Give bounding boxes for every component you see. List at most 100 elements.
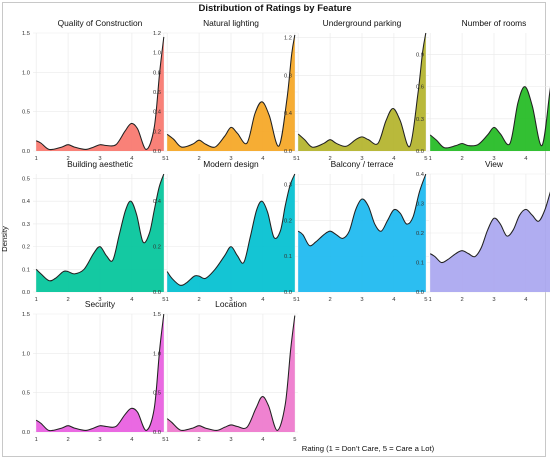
density-area — [167, 174, 295, 292]
y-tick-label: 0.1 — [416, 261, 424, 267]
panel-title-modern-design: Modern design — [203, 159, 259, 169]
x-tick-label: 3 — [360, 156, 363, 162]
y-tick-label: 1.0 — [22, 351, 30, 357]
y-tick-label: 0.4 — [153, 110, 162, 116]
density-line — [429, 191, 550, 264]
x-tick-label: 5 — [293, 156, 296, 162]
panel-location: Location 0.0 0.5 1.0 1.5 1 2 3 4 5 — [153, 299, 298, 443]
y-tick-label: 0.0 — [416, 149, 424, 155]
y-tick-label: 0.8 — [153, 70, 161, 76]
x-axis-title: Rating (1 = Don’t Care, 5 = Care a Lot) — [302, 444, 435, 453]
x-tick-label: 2 — [66, 297, 69, 303]
x-tick-label: 3 — [229, 297, 232, 303]
y-tick-label: 0.4 — [22, 199, 31, 205]
x-tick-label: 4 — [261, 297, 265, 303]
x-tick-label: 4 — [130, 437, 134, 443]
y-tick-label: 0.4 — [153, 199, 162, 205]
density-area — [36, 174, 164, 292]
x-tick-label: 3 — [229, 156, 232, 162]
y-tick-label: 0.6 — [153, 90, 161, 96]
x-tick-label: 4 — [130, 297, 134, 303]
x-tick-label: 1 — [35, 437, 38, 443]
panel-title-number-of-rooms: Number of rooms — [462, 18, 527, 28]
density-area — [167, 34, 295, 151]
panel-title-building-aesthetic: Building aesthetic — [67, 159, 133, 169]
density-line — [297, 32, 427, 148]
density-area — [298, 174, 426, 292]
y-tick-label: 0.0 — [153, 149, 161, 155]
x-tick-label: 4 — [392, 297, 396, 303]
x-tick-label: 4 — [524, 297, 528, 303]
y-tick-label: 0.0 — [153, 290, 161, 296]
y-tick-label: 0.9 — [416, 52, 424, 58]
y-tick-label: 1.2 — [284, 36, 292, 42]
y-tick-label: 0.5 — [153, 391, 161, 397]
density-line — [429, 86, 550, 149]
y-tick-label: 0.5 — [22, 110, 30, 116]
x-tick-label: 3 — [492, 156, 495, 162]
chart-title: Distribution of Ratings by Feature — [198, 3, 351, 14]
y-tick-label: 0.8 — [284, 73, 292, 79]
x-tick-label: 4 — [130, 156, 134, 162]
density-line — [297, 173, 427, 247]
y-tick-label: 0.0 — [22, 290, 30, 296]
density-line — [35, 36, 165, 151]
panel-underground-parking: Underground parking 0.0 0.4 0.8 1.2 1 2 3 4 5 — [284, 18, 429, 162]
y-tick-label: 1.0 — [22, 70, 30, 76]
panel-modern-design: Modern design 0.0 0.2 0.4 1 2 3 4 5 — [153, 159, 298, 303]
panel-title-balcony-terrace: Balcony / terrace — [331, 159, 394, 169]
x-tick-label: 2 — [197, 297, 200, 303]
y-tick-label: 1.0 — [153, 351, 161, 357]
x-tick-label: 3 — [360, 297, 363, 303]
y-tick-label: 0.4 — [416, 172, 425, 178]
x-tick-label: 2 — [197, 156, 200, 162]
y-tick-label: 0.3 — [284, 183, 292, 189]
y-tick-label: 0.0 — [153, 430, 161, 436]
density-area — [430, 86, 550, 151]
y-tick-label: 0.6 — [416, 85, 424, 91]
x-tick-label: 4 — [524, 156, 528, 162]
x-tick-label: 4 — [392, 156, 396, 162]
panel-building-aesthetic: Building aesthetic 0.0 0.1 0.2 0.3 0.4 0.5 1 2 3 4… — [22, 159, 167, 303]
y-tick-label: 0.3 — [22, 222, 30, 228]
x-tick-label: 2 — [328, 156, 331, 162]
x-tick-label: 4 — [261, 437, 265, 443]
x-tick-label: 3 — [492, 297, 495, 303]
y-tick-label: 0.1 — [284, 254, 292, 260]
x-tick-label: 5 — [162, 437, 165, 443]
density-area — [298, 33, 426, 151]
x-tick-label: 5 — [293, 437, 296, 443]
panel-security: Security 0.0 0.5 1.0 1.5 1 2 3 4 5 — [22, 299, 167, 443]
panel-title-security: Security — [85, 299, 116, 309]
y-tick-label: 1.0 — [153, 51, 161, 57]
x-tick-label: 1 — [297, 297, 300, 303]
x-tick-label: 4 — [261, 156, 265, 162]
x-tick-label: 1 — [166, 437, 169, 443]
panel-title-underground-parking: Underground parking — [323, 18, 402, 28]
density-line — [35, 173, 165, 282]
panel-quality-of-construction: Quality of Construction 0.0 0.5 1.0 1.5 1 2 3 4 5 — [22, 18, 167, 162]
y-tick-label: 0.0 — [284, 149, 292, 155]
y-tick-label: 0.2 — [284, 218, 292, 224]
density-area — [167, 315, 295, 432]
x-tick-label: 2 — [460, 156, 463, 162]
x-tick-label: 1 — [166, 297, 169, 303]
y-tick-label: 0.2 — [153, 245, 161, 251]
x-tick-label: 3 — [98, 297, 101, 303]
x-tick-label: 2 — [66, 437, 69, 443]
x-tick-label: 1 — [35, 297, 38, 303]
density-line — [35, 313, 165, 432]
density-line — [166, 34, 296, 148]
panel-view: View 0.0 0.1 0.2 0.3 0.4 1 2 3 4 5 — [416, 159, 550, 303]
y-axis-title: Density — [0, 226, 9, 252]
y-tick-label: 0.0 — [284, 290, 292, 296]
x-tick-label: 2 — [328, 297, 331, 303]
y-tick-label: 1.5 — [22, 31, 30, 37]
y-tick-label: 0.1 — [22, 267, 30, 273]
y-tick-label: 0.4 — [284, 111, 293, 117]
x-tick-label: 1 — [166, 156, 169, 162]
x-tick-label: 3 — [98, 156, 101, 162]
panel-title-location: Location — [215, 299, 247, 309]
